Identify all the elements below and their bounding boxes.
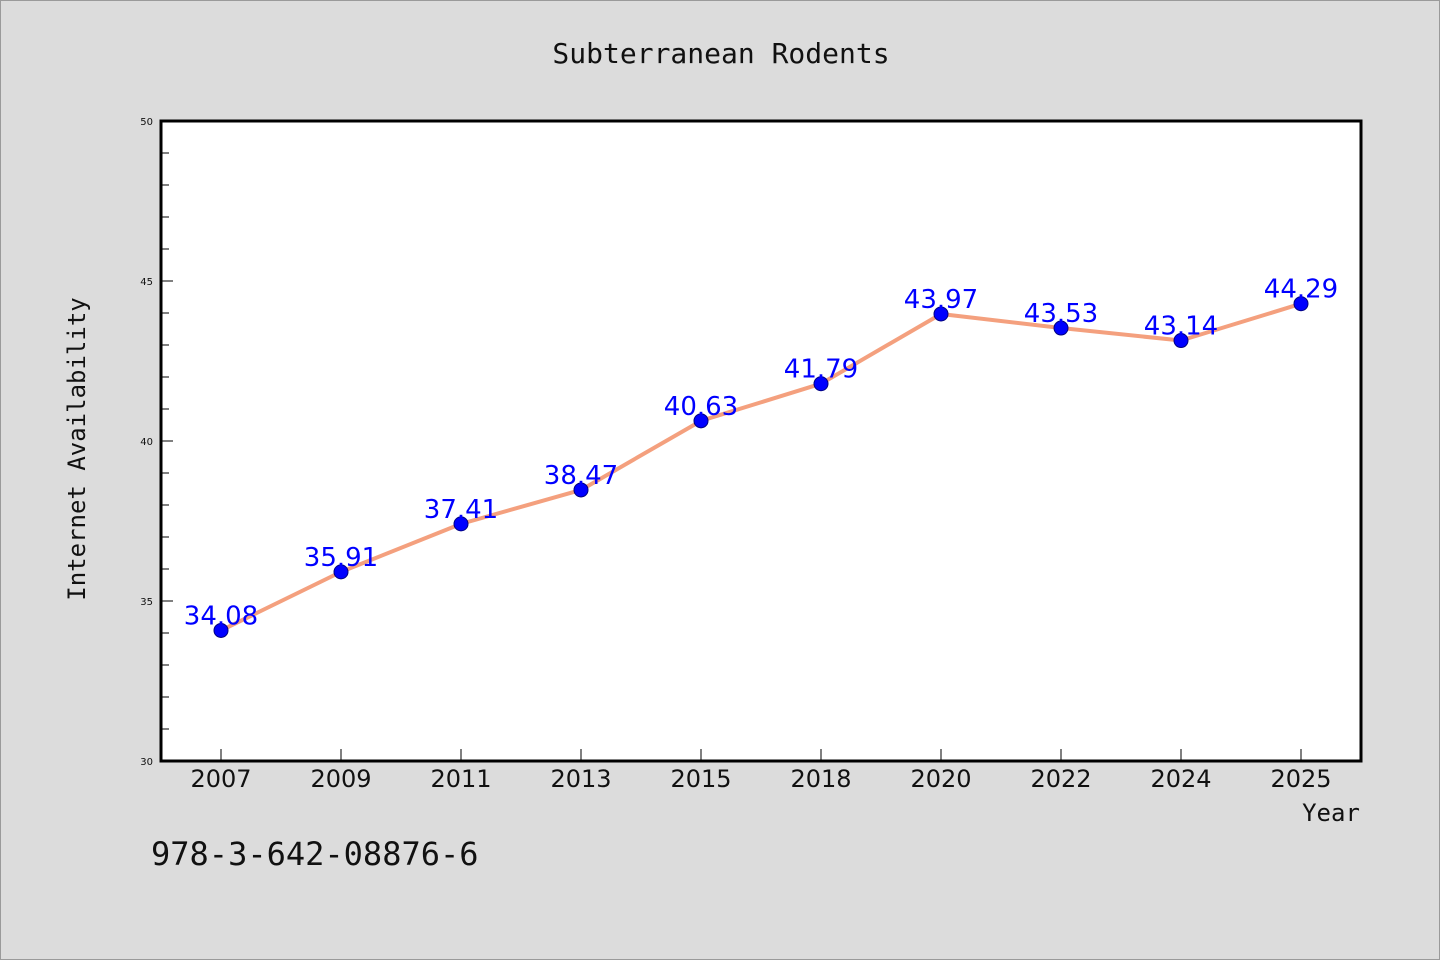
data-point: [1293, 296, 1309, 312]
y-axis-label: Internet Availability: [63, 297, 91, 600]
data-point: [1053, 320, 1069, 336]
y-tick-label: 40: [140, 437, 153, 448]
data-point: [693, 413, 709, 429]
x-tick-label: 2011: [430, 765, 491, 793]
x-tick-label: 2024: [1150, 765, 1211, 793]
data-label: 43.97: [904, 285, 978, 315]
data-point: [333, 564, 349, 580]
data-point: [813, 376, 829, 392]
isbn-caption: 978-3-642-08876-6: [151, 835, 479, 873]
x-tick-label: 2018: [790, 765, 851, 793]
plot-area: [161, 121, 1361, 761]
data-label: 43.53: [1024, 299, 1098, 329]
x-tick-label: 2025: [1270, 765, 1331, 793]
data-label: 35.91: [304, 543, 378, 573]
x-tick-label: 2013: [550, 765, 611, 793]
data-point: [1173, 333, 1189, 349]
x-tick-label: 2022: [1030, 765, 1091, 793]
series-layer: [213, 296, 1309, 638]
y-tick-label: 45: [140, 277, 153, 288]
data-point: [213, 622, 229, 638]
y-tick-label: 50: [140, 117, 153, 128]
data-label: 38.47: [544, 461, 618, 491]
data-point: [933, 306, 949, 322]
x-tick-label: 2015: [670, 765, 731, 793]
data-point: [453, 516, 469, 532]
series-line: [219, 301, 1303, 633]
y-tick-label: 30: [140, 757, 153, 768]
data-label: 37.41: [424, 495, 498, 525]
data-label: 34.08: [184, 601, 258, 631]
chart-title: Subterranean Rodents: [552, 37, 889, 70]
data-label: 40.63: [664, 392, 738, 422]
data-label: 43.14: [1144, 312, 1218, 342]
plot-frame: [159, 119, 1363, 763]
x-axis-label: Year: [1302, 799, 1360, 827]
x-tick-label: 2007: [190, 765, 251, 793]
x-tick-label: 2009: [310, 765, 371, 793]
data-labels: 34.08 35.91 37.41 38.47 40.63 41.79 43.97 43.53…: [184, 275, 1338, 632]
x-tick-label: 2020: [910, 765, 971, 793]
data-label: 44.29: [1264, 275, 1338, 305]
data-point: [573, 482, 589, 498]
x-axis-ticks: 2007 2009 2011 2013 2015 2018 2020 2022 2024 2025: [190, 749, 1332, 793]
data-label: 41.79: [784, 355, 858, 385]
y-tick-label: 35: [140, 597, 153, 608]
